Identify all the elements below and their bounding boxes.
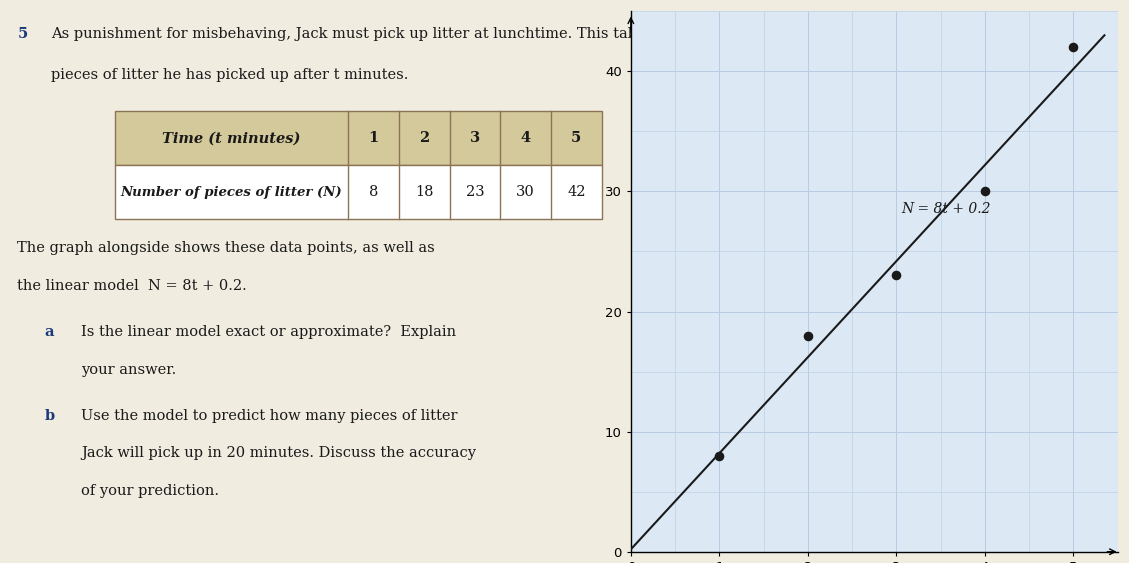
- Text: 3: 3: [470, 131, 480, 145]
- Text: Is the linear model exact or approximate?  Explain: Is the linear model exact or approximate…: [81, 325, 456, 339]
- Text: 2: 2: [419, 131, 429, 145]
- Text: N = 8t + 0.2: N = 8t + 0.2: [901, 203, 990, 216]
- Text: of your prediction.: of your prediction.: [81, 484, 219, 498]
- Text: 30: 30: [516, 185, 535, 199]
- Point: [710, 451, 728, 460]
- Text: your answer.: your answer.: [81, 363, 176, 377]
- Text: 23: 23: [466, 185, 484, 199]
- Text: 18: 18: [415, 185, 434, 199]
- Text: Jack will pick up in 20 minutes. Discuss the accuracy: Jack will pick up in 20 minutes. Discuss…: [81, 446, 476, 461]
- Bar: [115, 111, 602, 166]
- Text: pieces of litter he has picked up after t minutes.: pieces of litter he has picked up after …: [51, 68, 409, 82]
- Text: 8: 8: [369, 185, 378, 199]
- Text: Use the model to predict how many pieces of litter: Use the model to predict how many pieces…: [81, 409, 457, 422]
- Text: 42: 42: [567, 185, 586, 199]
- Bar: [115, 166, 602, 220]
- Point: [887, 271, 905, 280]
- Point: [1065, 43, 1083, 52]
- Text: b: b: [45, 409, 55, 422]
- Text: 1: 1: [369, 131, 379, 145]
- Text: 5: 5: [571, 131, 581, 145]
- Text: the linear model  N = 8t + 0.2.: the linear model N = 8t + 0.2.: [17, 279, 247, 293]
- Text: Number of pieces of litter (N): Number of pieces of litter (N): [121, 186, 342, 199]
- Text: a: a: [45, 325, 54, 339]
- Text: Time (t minutes): Time (t minutes): [163, 131, 300, 145]
- Text: 4: 4: [520, 131, 531, 145]
- Text: As punishment for misbehaving, Jack must pick up litter at lunchtime. This table: As punishment for misbehaving, Jack must…: [51, 28, 781, 42]
- Text: 5: 5: [17, 28, 27, 42]
- Text: The graph alongside shows these data points, as well as: The graph alongside shows these data poi…: [17, 241, 435, 255]
- Point: [975, 187, 994, 196]
- Point: [799, 331, 817, 340]
